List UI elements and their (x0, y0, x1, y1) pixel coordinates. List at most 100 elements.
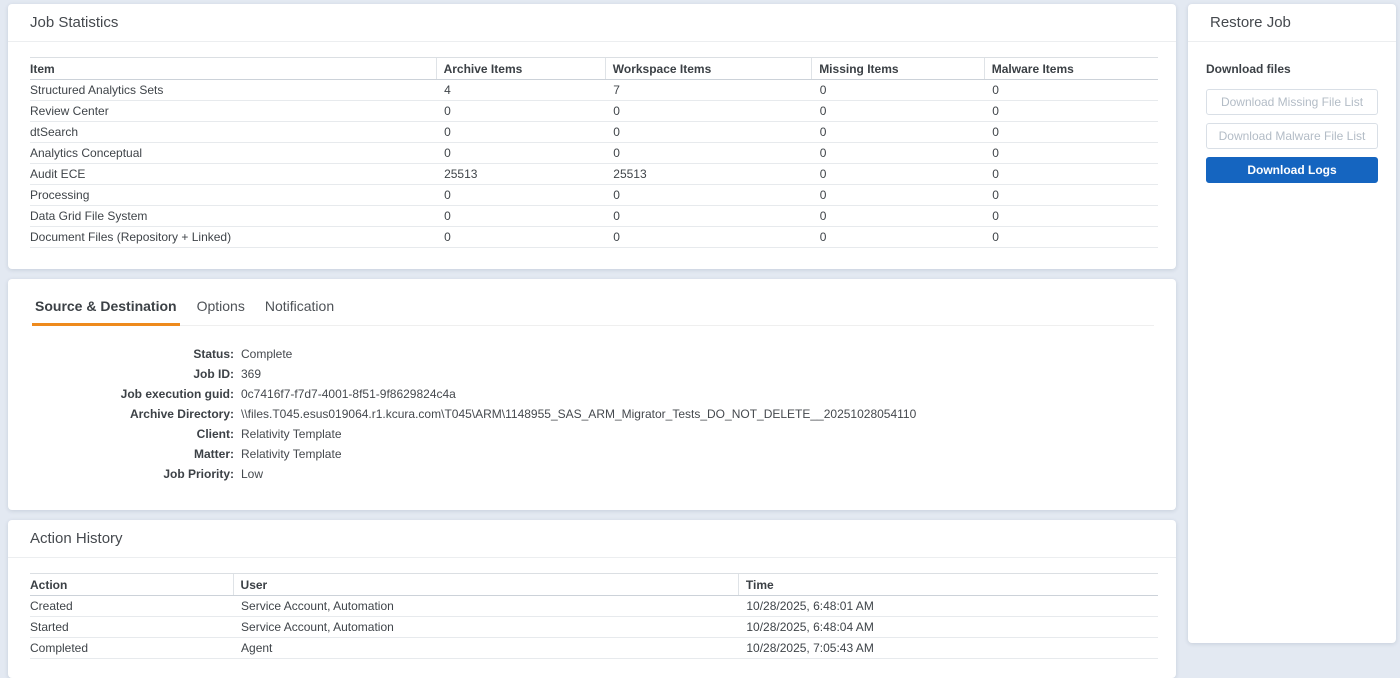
cell-archive: 0 (436, 100, 606, 122)
cell-malware: 0 (984, 79, 1158, 101)
column-header-malware-items: Malware Items (983, 57, 1158, 80)
tab-source-destination[interactable]: Source & Destination (32, 296, 180, 326)
restore-job-title: Restore Job (1188, 4, 1396, 42)
cell-user: Service Account, Automation (233, 595, 739, 617)
field-job-id: Job ID: 369 (32, 364, 1154, 384)
cell-workspace: 0 (605, 205, 812, 227)
field-label: Archive Directory: (129, 407, 234, 421)
column-header-item: Item (30, 57, 437, 80)
cell-workspace: 0 (605, 100, 812, 122)
action-history-table-wrap: Action User Time Created Service Account… (8, 558, 1176, 659)
details-tab-strip: Source & Destination Options Notificatio… (32, 296, 1154, 326)
cell-time: 10/28/2025, 6:48:01 AM (738, 595, 1158, 617)
table-row: Review Center 0 0 0 0 (30, 100, 1158, 122)
action-history-table: Action User Time Created Service Account… (30, 573, 1158, 659)
field-value: 369 (241, 367, 262, 381)
cell-archive: 0 (436, 226, 606, 248)
cell-missing: 0 (811, 226, 985, 248)
job-statistics-table-wrap: Item Archive Items Workspace Items Missi… (8, 42, 1176, 248)
field-client: Client: Relativity Template (32, 424, 1154, 444)
cell-archive: 0 (436, 205, 606, 227)
cell-workspace: 7 (605, 79, 812, 101)
cell-workspace: 0 (605, 121, 812, 143)
cell-archive: 25513 (436, 163, 606, 185)
column-header-archive-items: Archive Items (435, 57, 606, 80)
cell-user: Agent (233, 637, 739, 659)
cell-action: Started (30, 616, 234, 638)
cell-item: Document Files (Repository + Linked) (30, 226, 437, 248)
cell-malware: 0 (984, 100, 1158, 122)
cell-archive: 0 (436, 184, 606, 206)
table-row: Started Service Account, Automation 10/2… (30, 616, 1158, 638)
cell-workspace: 0 (605, 142, 812, 164)
cell-archive: 4 (436, 79, 606, 101)
cell-item: dtSearch (30, 121, 437, 143)
field-label: Client: (196, 427, 234, 441)
field-value: \\files.T045.esus019064.r1.kcura.com\T04… (241, 407, 917, 421)
table-header-row: Action User Time (30, 573, 1158, 596)
cell-item: Audit ECE (30, 163, 437, 185)
cell-item: Structured Analytics Sets (30, 79, 437, 101)
cell-malware: 0 (984, 184, 1158, 206)
download-missing-file-list-button[interactable]: Download Missing File List (1206, 89, 1378, 115)
field-job-priority: Job Priority: Low (32, 464, 1154, 484)
restore-job-panel: Restore Job Download files Download Miss… (1188, 4, 1396, 643)
side-column: Restore Job Download files Download Miss… (1188, 4, 1396, 643)
field-value: Relativity Template (241, 427, 342, 441)
column-header-action: Action (30, 573, 234, 596)
table-row: Data Grid File System 0 0 0 0 (30, 205, 1158, 227)
column-header-user: User (232, 573, 739, 596)
field-label: Job execution guid: (120, 387, 234, 401)
tab-options[interactable]: Options (196, 298, 245, 314)
field-value: Low (241, 467, 264, 481)
cell-action: Completed (30, 637, 234, 659)
cell-missing: 0 (811, 121, 985, 143)
field-value: 0c7416f7-f7d7-4001-8f51-9f8629824c4a (241, 387, 456, 401)
cell-workspace: 25513 (605, 163, 812, 185)
cell-archive: 0 (436, 121, 606, 143)
table-header-row: Item Archive Items Workspace Items Missi… (30, 57, 1158, 80)
field-label: Status: (193, 347, 234, 361)
cell-time: 10/28/2025, 7:05:43 AM (738, 637, 1158, 659)
field-value: Relativity Template (241, 447, 342, 461)
cell-missing: 0 (811, 100, 985, 122)
field-label: Job Priority: (163, 467, 234, 481)
job-details-panel: Source & Destination Options Notificatio… (8, 279, 1176, 510)
cell-workspace: 0 (605, 184, 812, 206)
table-row: dtSearch 0 0 0 0 (30, 121, 1158, 143)
field-matter: Matter: Relativity Template (32, 444, 1154, 464)
download-malware-file-list-button[interactable]: Download Malware File List (1206, 123, 1378, 149)
column-header-time: Time (737, 573, 1158, 596)
job-statistics-table: Item Archive Items Workspace Items Missi… (30, 57, 1158, 248)
cell-malware: 0 (984, 205, 1158, 227)
field-value: Complete (241, 347, 293, 361)
cell-malware: 0 (984, 226, 1158, 248)
table-row: Completed Agent 10/28/2025, 7:05:43 AM (30, 637, 1158, 659)
cell-user: Service Account, Automation (233, 616, 739, 638)
cell-item: Processing (30, 184, 437, 206)
page: Job Statistics Item Archive Items Worksp… (8, 4, 1396, 678)
cell-malware: 0 (984, 163, 1158, 185)
cell-archive: 0 (436, 142, 606, 164)
cell-missing: 0 (811, 163, 985, 185)
download-logs-button[interactable]: Download Logs (1206, 157, 1378, 183)
table-row: Analytics Conceptual 0 0 0 0 (30, 142, 1158, 164)
cell-missing: 0 (811, 184, 985, 206)
action-history-title: Action History (8, 520, 1176, 558)
tab-notification[interactable]: Notification (264, 298, 335, 314)
cell-action: Created (30, 595, 234, 617)
details-field-list: Status: Complete Job ID: 369 Job executi… (32, 344, 1154, 484)
table-row: Audit ECE 25513 25513 0 0 (30, 163, 1158, 185)
job-statistics-panel: Job Statistics Item Archive Items Worksp… (8, 4, 1176, 269)
field-status: Status: Complete (32, 344, 1154, 364)
job-statistics-title: Job Statistics (8, 4, 1176, 42)
column-header-workspace-items: Workspace Items (604, 57, 812, 80)
action-history-panel: Action History Action User Time (8, 520, 1176, 678)
table-row: Created Service Account, Automation 10/2… (30, 595, 1158, 617)
cell-time: 10/28/2025, 6:48:04 AM (738, 616, 1158, 638)
download-files-heading: Download files (1206, 62, 1291, 76)
cell-missing: 0 (811, 205, 985, 227)
cell-missing: 0 (811, 142, 985, 164)
table-row: Processing 0 0 0 0 (30, 184, 1158, 206)
field-job-execution-guid: Job execution guid: 0c7416f7-f7d7-4001-8… (32, 384, 1154, 404)
